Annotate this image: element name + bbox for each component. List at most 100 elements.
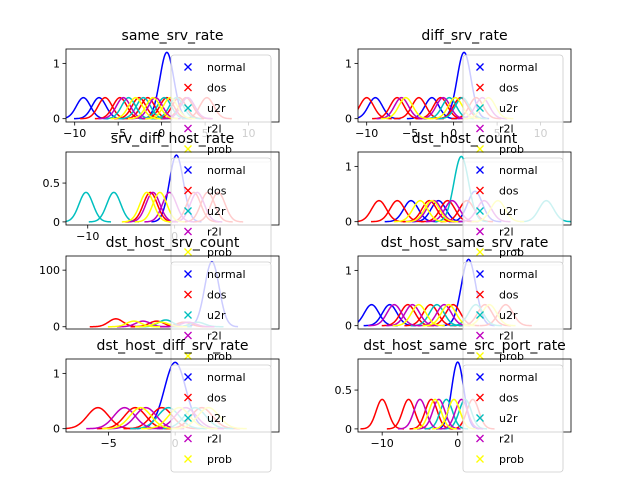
subplot-title: dst_host_same_srv_rate [381,235,549,251]
legend-label-r2l: r2l [207,123,222,136]
curve-u2r [424,398,469,430]
legend-label-dos: dos [207,185,227,198]
legend-marker-u2r [476,104,484,112]
legend-marker-dos [476,186,484,195]
curve-dos [358,199,406,223]
curve-prob [107,320,161,328]
legend-marker-r2l [184,434,192,443]
curve-r2l [398,398,442,430]
curve-r2l [376,96,427,120]
legend-marker-r2l [184,331,192,340]
legend-label-u2r: u2r [207,412,226,425]
legend-marker-r2l [184,124,192,133]
legend-marker-normal [476,270,484,278]
legend-label-r2l: r2l [207,226,222,239]
legend-label-normal: normal [207,371,246,384]
subplot-dst_host_same_srv_rate: 0 1 normal dos u2r r2l prob dst_host_same_srv_r… [345,235,572,370]
y-tick-label: 0 [53,113,60,126]
curve-u2r [66,191,112,223]
legend-label-dos: dos [499,289,519,302]
x-tick-label: −5 [402,127,418,140]
legend-label-r2l: r2l [499,226,514,239]
legend-marker-prob [184,248,192,256]
curve-dos [125,191,176,223]
legend-label-u2r: u2r [499,309,518,322]
legend-label-prob: prob [207,453,232,466]
y-tick-label: 0 [345,320,352,333]
legend-label-normal: normal [499,61,538,74]
subplot-title: dst_host_same_src_port_rate [363,338,566,354]
subplot-title: dst_host_diff_srv_rate [96,338,248,354]
curve-r2l [368,303,421,327]
y-tick-label: 0 [53,216,60,229]
x-tick-label: −5 [100,437,116,450]
x-tick-label: −5 [110,127,126,140]
x-tick-label: −10 [355,127,378,140]
legend-label-u2r: u2r [207,205,226,218]
legend-marker-normal [184,270,192,278]
subplot-dst_host_diff_srv_rate: 01−50normaldosu2rr2lprobdst_host_diff_sr… [53,338,280,473]
curve-r2l [116,320,170,328]
legend-marker-normal [184,166,192,174]
curve-dos [113,96,165,120]
subplot-title: dst_host_srv_count [106,235,240,251]
curve-dos [372,96,423,120]
y-tick-label: 100 [39,264,60,277]
legend-label-r2l: r2l [499,330,514,343]
subplot-title: srv_diff_host_rate [111,131,234,147]
legend-label-r2l: r2l [499,433,514,446]
series-u2r [66,191,139,223]
legend-label-prob: prob [499,143,524,156]
y-tick-label: 1 [345,57,352,70]
legend-marker-prob [184,352,192,360]
legend-label-dos: dos [499,392,519,405]
y-tick-label: 0.5 [43,177,61,190]
legend-label-dos: dos [499,82,519,95]
curve-normal [412,199,465,223]
subplot-title: same_srv_rate [122,28,224,44]
legend-marker-u2r [184,414,192,422]
y-tick-label: 0 [53,423,60,436]
legend-marker-dos [476,83,484,92]
legend-label-dos: dos [207,289,227,302]
legend-marker-dos [184,83,192,92]
curve-normal [73,96,125,120]
x-tick-label: −10 [76,230,99,243]
curve-r2l [417,398,461,430]
legend-marker-u2r [476,311,484,319]
curve-prob [127,96,178,120]
legend-label-prob: prob [499,453,524,466]
y-tick-label: 1 [53,367,60,380]
x-tick-label: 0 [450,127,457,140]
curve-r2l [417,303,471,327]
x-tick-label: 0 [158,127,165,140]
y-tick-label: 0 [345,216,352,229]
y-tick-label: 0 [345,113,352,126]
legend-marker-dos [476,393,484,402]
legend-label-dos: dos [499,185,519,198]
legend-label-normal: normal [207,61,246,74]
subplot-title: diff_srv_rate [421,28,507,44]
legend-marker-prob [476,145,484,153]
curve-prob [393,199,447,223]
curve-normal [66,96,109,120]
legend-marker-prob [476,352,484,360]
curve-normal [358,96,401,120]
y-tick-label: 1 [53,57,60,70]
legend-box [170,364,272,473]
y-tick-label: 1 [345,160,352,173]
y-tick-label: 1 [345,264,352,277]
legend-marker-prob [476,455,484,463]
y-tick-label: 0.5 [335,384,353,397]
curve-prob [380,96,431,120]
x-tick-label: 0 [454,437,461,450]
legend-label-u2r: u2r [499,102,518,115]
